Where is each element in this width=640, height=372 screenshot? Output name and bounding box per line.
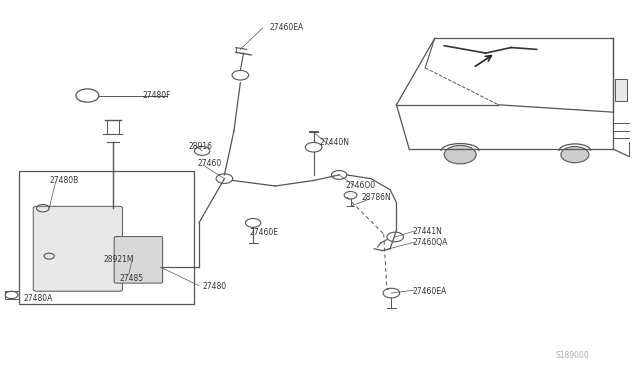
Bar [615, 79, 627, 101]
Text: 27480A: 27480A [23, 294, 52, 303]
Text: 27485: 27485 [119, 274, 143, 283]
Text: 28921M: 28921M [103, 255, 134, 264]
Text: 27480B: 27480B [49, 176, 79, 185]
Text: 27460EA: 27460EA [412, 287, 447, 296]
Text: 27480F: 27480F [143, 91, 172, 100]
Text: 2746O0: 2746O0 [346, 182, 376, 190]
Bar [19, 171, 195, 304]
Text: 27460EA: 27460EA [269, 23, 303, 32]
Text: 27441N: 27441N [412, 227, 442, 235]
Text: 27440N: 27440N [320, 138, 350, 147]
Text: 27460E: 27460E [250, 228, 279, 237]
Text: 28916: 28916 [189, 142, 212, 151]
Circle shape [444, 145, 476, 164]
FancyBboxPatch shape [33, 206, 122, 291]
Text: S189000: S189000 [556, 350, 589, 360]
Circle shape [561, 147, 589, 163]
Text: 28786N: 28786N [362, 193, 391, 202]
Text: 27480: 27480 [203, 282, 227, 291]
Text: 27460: 27460 [198, 159, 222, 169]
Text: 27460QA: 27460QA [412, 238, 448, 247]
FancyBboxPatch shape [114, 237, 163, 283]
